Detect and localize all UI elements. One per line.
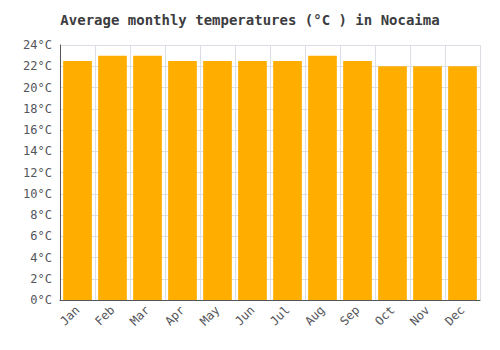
svg-text:0°C: 0°C bbox=[30, 293, 52, 307]
svg-text:Jan: Jan bbox=[57, 303, 82, 328]
svg-text:12°C: 12°C bbox=[23, 166, 52, 180]
svg-text:Jul: Jul bbox=[267, 303, 292, 328]
svg-text:4°C: 4°C bbox=[30, 251, 52, 265]
svg-text:10°C: 10°C bbox=[23, 187, 52, 201]
svg-text:14°C: 14°C bbox=[23, 144, 52, 158]
svg-text:18°C: 18°C bbox=[23, 102, 52, 116]
svg-text:Feb: Feb bbox=[92, 303, 117, 328]
svg-text:Dec: Dec bbox=[442, 303, 467, 328]
svg-text:6°C: 6°C bbox=[30, 229, 52, 243]
svg-text:Average monthly temperatures (: Average monthly temperatures (°C ) in No… bbox=[60, 12, 439, 28]
svg-text:Mar: Mar bbox=[127, 303, 152, 328]
svg-text:20°C: 20°C bbox=[23, 81, 52, 95]
svg-text:8°C: 8°C bbox=[30, 208, 52, 222]
svg-text:2°C: 2°C bbox=[30, 272, 52, 286]
svg-text:16°C: 16°C bbox=[23, 123, 52, 137]
svg-text:Nov: Nov bbox=[407, 303, 432, 328]
svg-text:24°C: 24°C bbox=[23, 38, 52, 52]
svg-text:Oct: Oct bbox=[372, 303, 397, 328]
svg-text:Aug: Aug bbox=[302, 303, 327, 328]
svg-text:22°C: 22°C bbox=[23, 59, 52, 73]
svg-text:Jun: Jun bbox=[232, 303, 257, 328]
svg-text:May: May bbox=[197, 303, 222, 328]
svg-text:Apr: Apr bbox=[162, 303, 187, 328]
svg-text:Sep: Sep bbox=[337, 303, 362, 328]
